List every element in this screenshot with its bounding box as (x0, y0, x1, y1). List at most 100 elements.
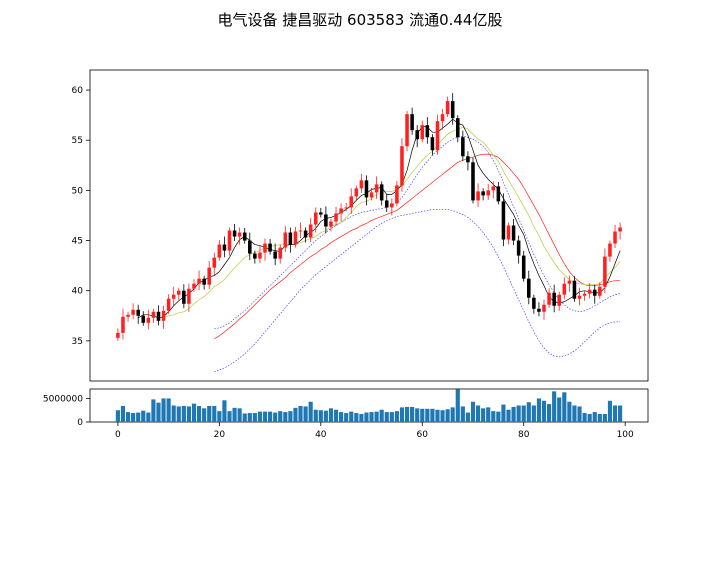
candle-body (151, 311, 156, 318)
candle-body (187, 288, 191, 304)
candle-body (329, 221, 333, 227)
candle (308, 217, 313, 243)
candle (171, 286, 176, 306)
candle (430, 134, 435, 156)
volume-bar (131, 413, 136, 422)
volume-bar (207, 405, 212, 422)
candle-body (166, 298, 171, 311)
price-plot-area (89, 69, 649, 382)
volume-bar (328, 408, 334, 422)
candle (516, 235, 521, 264)
volume-bar (496, 411, 501, 422)
candle (587, 283, 592, 299)
candle-body (598, 286, 602, 296)
candle (613, 224, 617, 249)
volume-bar (136, 412, 141, 422)
candle (212, 252, 217, 276)
candle (466, 151, 470, 171)
candle-body (141, 315, 146, 323)
candle-body (364, 180, 369, 198)
candle-body (207, 267, 211, 285)
candle (461, 130, 465, 161)
volume-bar (333, 409, 339, 422)
volume-bar (597, 413, 602, 422)
volume-bar (222, 400, 227, 422)
volume-bar (562, 392, 567, 422)
candle (486, 183, 490, 200)
candle-body (146, 317, 151, 323)
candle (455, 115, 460, 143)
x-tick-label: 20 (214, 430, 226, 440)
candle (298, 222, 303, 239)
candle-body (486, 190, 490, 196)
volume-bar (430, 408, 435, 422)
candle (232, 223, 237, 242)
price-tick-label: 60 (72, 86, 84, 96)
candle-body (587, 289, 592, 294)
candle-body (273, 251, 277, 259)
candle-body (491, 186, 496, 191)
volume-bar (171, 405, 176, 422)
candle-body (618, 227, 622, 232)
candle (496, 181, 501, 205)
volume-bar (531, 405, 536, 422)
candle-body (521, 255, 526, 279)
candle (324, 206, 328, 234)
candle (476, 183, 480, 207)
x-tick-label: 80 (518, 430, 530, 440)
candle-body (258, 252, 262, 259)
candle (557, 291, 562, 311)
candle (440, 109, 445, 130)
price-panel: 35 40 45 50 55 60 (72, 69, 649, 382)
candle (146, 309, 151, 330)
volume-bar (460, 406, 465, 422)
volume-bar (481, 408, 486, 422)
ma-long-line (214, 153, 621, 340)
candle (572, 276, 577, 302)
volume-bar (475, 405, 481, 422)
candle-body (440, 114, 445, 122)
candle (126, 311, 130, 322)
candle (329, 218, 333, 232)
volume-bar (141, 410, 146, 422)
volume-bar (384, 412, 389, 422)
candle (182, 284, 186, 309)
volume-bar (212, 405, 217, 422)
candle-body (278, 247, 283, 259)
volume-bar (176, 406, 181, 422)
candle-body (379, 184, 384, 201)
chart-title: 电气设备 捷昌驱动 603583 流通0.44亿股 (217, 11, 503, 29)
candle-body (369, 192, 374, 198)
volume-bar (339, 412, 344, 422)
candle-body (344, 207, 348, 209)
bollinger-upper-line (214, 135, 621, 330)
candle (384, 193, 389, 212)
volume-bar (151, 399, 156, 422)
candle (268, 239, 272, 255)
volume-bar (435, 409, 440, 422)
volume-bar (247, 413, 252, 422)
price-tick-label: 55 (72, 136, 83, 146)
candle (511, 218, 516, 246)
volume-bar (181, 405, 186, 422)
volume-bar (450, 407, 455, 422)
volume-bar (389, 412, 394, 422)
candle-body (334, 213, 338, 222)
candle (547, 288, 551, 308)
candle (258, 246, 262, 264)
candle (603, 248, 607, 294)
candle (598, 282, 602, 299)
volume-bar (465, 412, 470, 422)
x-tick-label: 100 (617, 430, 634, 440)
candle (349, 188, 354, 214)
volume-tick-label: 5000000 (43, 394, 83, 404)
candle-body (131, 309, 135, 315)
candle (369, 187, 374, 201)
candle (303, 227, 308, 243)
volume-bar (541, 400, 547, 422)
price-tick-label: 40 (72, 287, 84, 297)
candle-body (263, 243, 267, 253)
candle-body (359, 180, 364, 189)
candle (217, 240, 222, 261)
candle (400, 138, 404, 192)
